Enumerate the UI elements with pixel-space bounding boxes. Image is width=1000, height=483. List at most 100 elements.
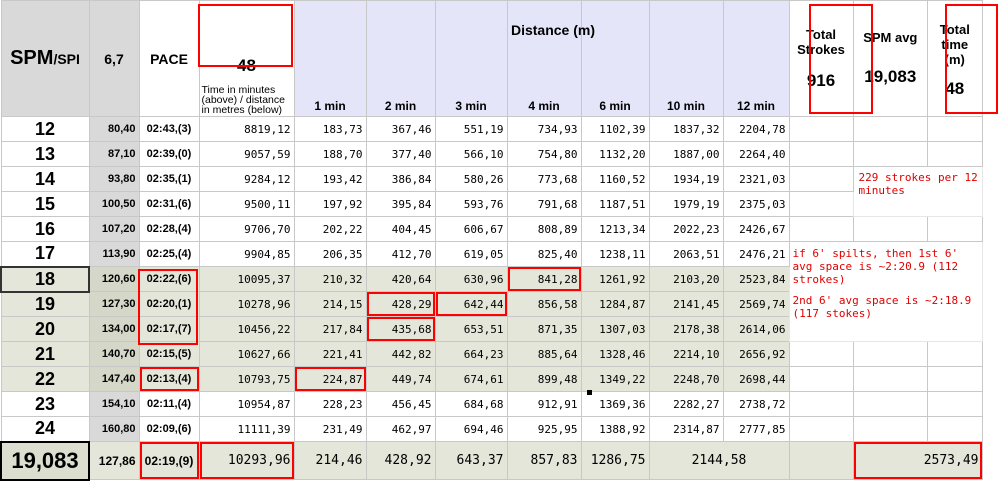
distance-cell[interactable]: 1284,87 (580, 291, 650, 317)
spi-cell[interactable]: 80,40 (88, 116, 140, 142)
total-time-cell[interactable]: Total time (m) 48 (927, 0, 983, 117)
distance-cell[interactable]: 2022,23 (648, 216, 724, 242)
distance-cell[interactable]: 1369,36 (580, 391, 650, 417)
min-col-1[interactable]: 1 min (293, 0, 367, 117)
pace-cell[interactable]: 02:39,(0) (138, 141, 200, 167)
distance-cell[interactable]: 428,29 (365, 291, 436, 317)
distance-cell[interactable]: 808,89 (506, 216, 582, 242)
min-col-4[interactable]: 4 min (506, 0, 582, 117)
spi-cell[interactable]: 154,10 (88, 391, 140, 417)
total-distance-cell[interactable]: 9904,85 (198, 241, 295, 267)
distance-cell[interactable]: 2214,10 (648, 341, 724, 367)
empty-cell[interactable] (788, 441, 854, 480)
distance-cell[interactable]: 754,80 (506, 141, 582, 167)
distance-cell[interactable]: 912,91 (506, 391, 582, 417)
distance-cell[interactable]: 2282,27 (648, 391, 724, 417)
distance-cell[interactable]: 885,64 (506, 341, 582, 367)
total-distance-cell[interactable]: 9057,59 (198, 141, 295, 167)
pace-cell[interactable]: 02:22,(6) (138, 266, 200, 292)
distance-cell[interactable]: 404,45 (365, 216, 436, 242)
distance-cell[interactable]: 1388,92 (580, 416, 650, 442)
spi-header[interactable]: 6,7 (88, 0, 140, 117)
distance-cell[interactable]: 1307,03 (580, 316, 650, 342)
distance-cell[interactable]: 1934,19 (648, 166, 724, 192)
spi-cell[interactable]: 120,60 (88, 266, 140, 292)
distance-cell[interactable]: 2375,03 (722, 191, 790, 217)
empty-cell[interactable] (927, 416, 983, 442)
spm-cell[interactable]: 21 (0, 341, 90, 367)
distance-cell[interactable]: 653,51 (434, 316, 508, 342)
total-distance-cell[interactable]: 10793,75 (198, 366, 295, 392)
empty-cell[interactable] (852, 141, 929, 167)
spm-cell[interactable]: 12 (0, 116, 90, 142)
total-distance-cell[interactable]: 10954,87 (198, 391, 295, 417)
distance-cell[interactable]: 606,67 (434, 216, 508, 242)
distance-cell[interactable]: 2103,20 (648, 266, 724, 292)
distance-cell[interactable]: 694,46 (434, 416, 508, 442)
min-col-12[interactable]: 12 min (722, 0, 790, 117)
footer-spi[interactable]: 127,86 (88, 441, 140, 480)
pace-cell[interactable]: 02:43,(3) (138, 116, 200, 142)
distance-cell[interactable]: 202,22 (293, 216, 367, 242)
distance-cell[interactable]: 367,46 (365, 116, 436, 142)
distance-cell[interactable]: 206,35 (293, 241, 367, 267)
pace-cell[interactable]: 02:11,(4) (138, 391, 200, 417)
footer-distance[interactable]: 428,92 (365, 441, 436, 480)
min-col-6[interactable]: 6 min (580, 0, 650, 117)
pace-cell[interactable]: 02:31,(6) (138, 191, 200, 217)
time-header-cell[interactable]: 48 Time in minutes (above) / distance in… (198, 0, 295, 117)
distance-cell[interactable]: 197,92 (293, 191, 367, 217)
total-distance-cell[interactable]: 9500,11 (198, 191, 295, 217)
spi-cell[interactable]: 107,20 (88, 216, 140, 242)
distance-cell[interactable]: 188,70 (293, 141, 367, 167)
spi-cell[interactable]: 127,30 (88, 291, 140, 317)
distance-cell[interactable]: 684,68 (434, 391, 508, 417)
footer-distance[interactable]: 2144,58 (648, 441, 790, 480)
distance-cell[interactable]: 183,73 (293, 116, 367, 142)
footer-distance[interactable]: 643,37 (434, 441, 508, 480)
distance-cell[interactable]: 462,97 (365, 416, 436, 442)
pace-cell[interactable]: 02:35,(1) (138, 166, 200, 192)
distance-cell[interactable]: 871,35 (506, 316, 582, 342)
distance-cell[interactable]: 449,74 (365, 366, 436, 392)
distance-cell[interactable]: 2738,72 (722, 391, 790, 417)
total-distance-cell[interactable]: 9706,70 (198, 216, 295, 242)
distance-cell[interactable]: 925,95 (506, 416, 582, 442)
distance-cell[interactable]: 412,70 (365, 241, 436, 267)
spi-cell[interactable]: 113,90 (88, 241, 140, 267)
footer-distance[interactable]: 857,83 (506, 441, 582, 480)
spm-cell[interactable]: 18 (0, 265, 90, 293)
total-strokes-cell[interactable]: Total Strokes 916 (788, 0, 854, 117)
distance-cell[interactable]: 193,42 (293, 166, 367, 192)
min-col-10[interactable]: 10 min (648, 0, 724, 117)
distance-cell[interactable]: 674,61 (434, 366, 508, 392)
total-distance-cell[interactable]: 10456,22 (198, 316, 295, 342)
fill-handle[interactable] (587, 390, 592, 395)
distance-cell[interactable]: 1261,92 (580, 266, 650, 292)
footer-total[interactable]: 10293,96 (198, 441, 295, 480)
distance-cell[interactable]: 224,87 (293, 366, 367, 392)
empty-cell[interactable] (852, 216, 929, 242)
distance-cell[interactable]: 420,64 (365, 266, 436, 292)
spi-cell[interactable]: 160,80 (88, 416, 140, 442)
distance-cell[interactable]: 1979,19 (648, 191, 724, 217)
distance-cell[interactable]: 395,84 (365, 191, 436, 217)
pace-cell[interactable]: 02:25,(4) (138, 241, 200, 267)
spm-cell[interactable]: 16 (0, 216, 90, 242)
min-col-2[interactable]: 2 min (365, 0, 436, 117)
distance-cell[interactable]: 1887,00 (648, 141, 724, 167)
total-distance-cell[interactable]: 10278,96 (198, 291, 295, 317)
distance-cell[interactable]: 825,40 (506, 241, 582, 267)
distance-cell[interactable]: 2321,03 (722, 166, 790, 192)
empty-cell[interactable] (852, 391, 929, 417)
spm-cell[interactable]: 17 (0, 241, 90, 267)
empty-cell[interactable] (927, 341, 983, 367)
distance-cell[interactable]: 2264,40 (722, 141, 790, 167)
distance-cell[interactable]: 2614,06 (722, 316, 790, 342)
pace-header[interactable]: PACE (138, 0, 200, 117)
distance-cell[interactable]: 217,84 (293, 316, 367, 342)
footer-distance[interactable]: 1286,75 (580, 441, 650, 480)
distance-cell[interactable]: 551,19 (434, 116, 508, 142)
empty-cell[interactable] (927, 216, 983, 242)
distance-cell[interactable]: 210,32 (293, 266, 367, 292)
